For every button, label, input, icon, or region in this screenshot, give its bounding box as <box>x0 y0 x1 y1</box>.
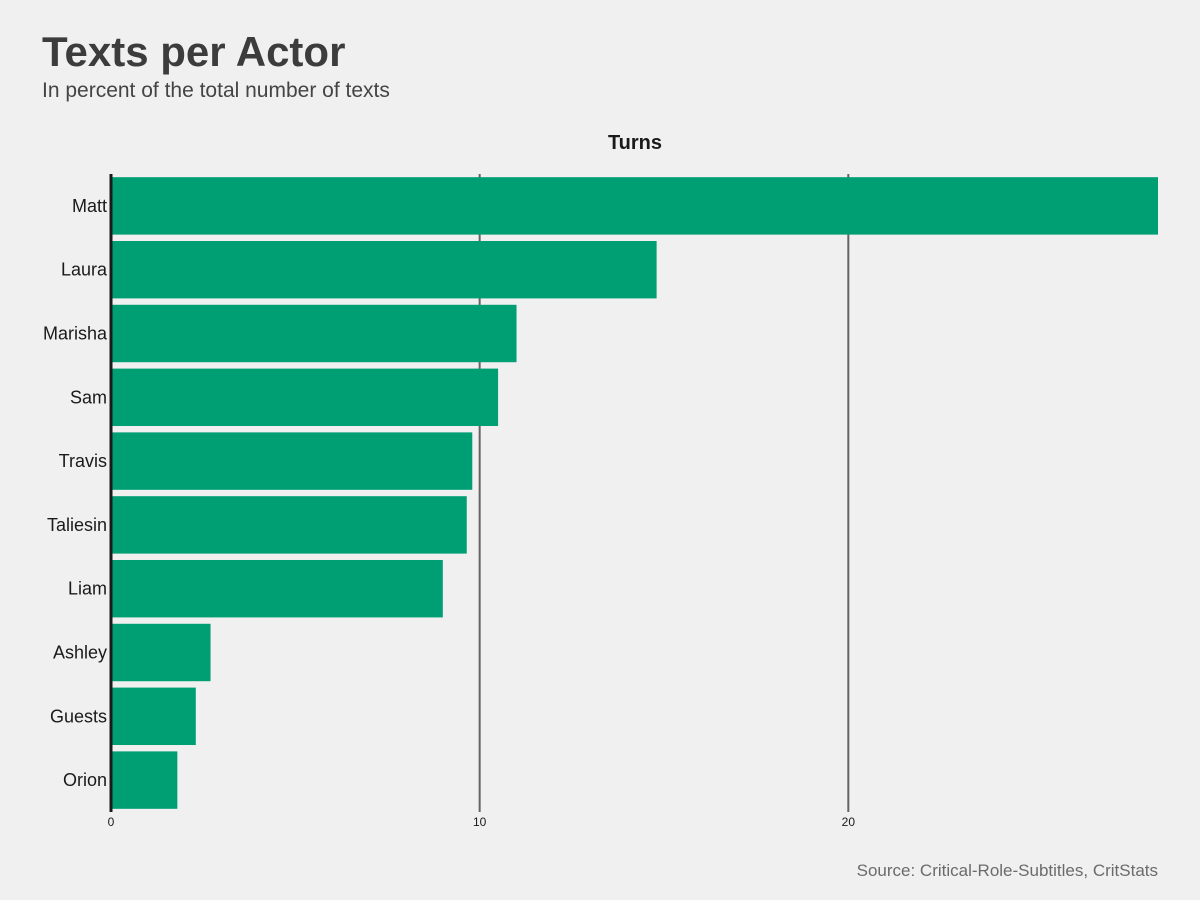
bar-orion <box>111 751 178 809</box>
category-labels: Matt Laura Marisha Sam Travis Taliesin Liam Ash… <box>43 196 108 790</box>
bar-laura <box>111 240 657 299</box>
category-label-travis: Travis <box>59 451 107 471</box>
category-label-guests: Guests <box>50 706 107 726</box>
bar-taliesin <box>111 496 467 554</box>
x-tick-label: 10 <box>473 815 487 829</box>
x-tick-label: 0 <box>108 815 115 829</box>
bars <box>111 177 1158 809</box>
source-caption: Source: Critical-Role-Subtitles, CritSta… <box>856 861 1158 880</box>
category-label-marisha: Marisha <box>43 324 108 344</box>
category-label-laura: Laura <box>61 260 108 280</box>
bar-ashley <box>111 623 211 682</box>
bar-matt <box>111 177 1158 235</box>
category-label-orion: Orion <box>63 770 107 790</box>
x-tick-labels: 0 10 20 <box>108 815 856 829</box>
x-tick-label: 20 <box>842 815 856 829</box>
facet-label: Turns <box>608 132 662 154</box>
chart-title: Texts per Actor <box>42 28 346 75</box>
bar-guests <box>111 687 196 746</box>
category-label-matt: Matt <box>72 196 107 216</box>
category-label-taliesin: Taliesin <box>47 515 107 535</box>
chart-subtitle: In percent of the total number of texts <box>42 79 390 102</box>
bar-liam <box>111 559 443 618</box>
category-label-liam: Liam <box>68 579 107 599</box>
bar-sam <box>111 368 499 427</box>
category-label-sam: Sam <box>70 387 107 407</box>
bar-marisha <box>111 304 517 363</box>
bar-travis <box>111 432 473 490</box>
category-label-ashley: Ashley <box>53 643 107 663</box>
